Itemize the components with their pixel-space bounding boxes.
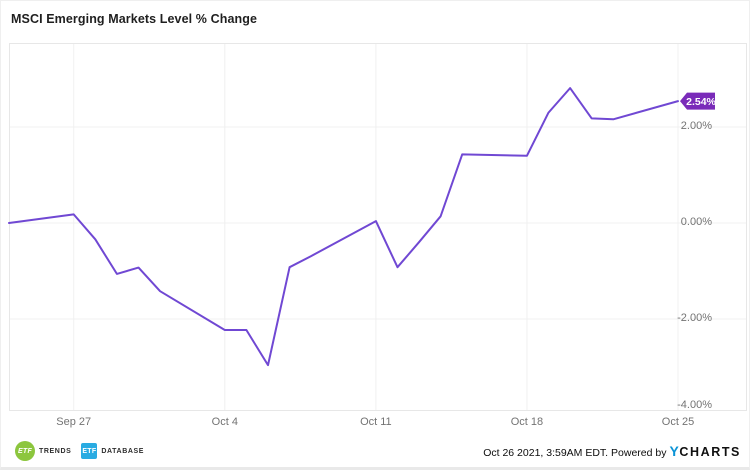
footer-logos: ETF TRENDS ETF DATABASE — [15, 441, 144, 461]
etf-trends-logo-icon: ETF — [15, 441, 35, 461]
footer-attribution: Oct 26 2021, 3:59AM EDT. Powered by Y CH… — [483, 443, 741, 459]
plot-area — [9, 43, 747, 411]
end-value-badge — [680, 92, 716, 110]
x-axis-tick-label: Sep 27 — [56, 416, 91, 428]
x-axis-tick-label: Oct 11 — [360, 416, 392, 428]
x-axis-tick-label: Oct 25 — [662, 416, 694, 428]
etf-trends-logo: ETF TRENDS — [15, 441, 71, 461]
y-axis-tick-label: -4.00% — [677, 399, 712, 411]
end-value-badge-label: 2.54% — [686, 96, 716, 108]
ycharts-logo-text: CHARTS — [679, 445, 741, 459]
etf-database-logo-icon: ETF — [81, 443, 98, 459]
etf-database-logo: ETF DATABASE — [81, 443, 144, 459]
chart-title: MSCI Emerging Markets Level % Change — [11, 12, 258, 26]
etf-database-logo-label: DATABASE — [101, 447, 145, 455]
etf-trends-logo-label: TRENDS — [39, 447, 72, 455]
y-axis-tick-label: -2.00% — [677, 312, 712, 324]
ycharts-y-icon: Y — [669, 443, 680, 459]
x-axis-tick-label: Oct 18 — [511, 416, 543, 428]
x-axis-tick-label: Oct 4 — [212, 416, 238, 428]
series-line — [8, 87, 679, 367]
timestamp: Oct 26 2021, 3:59AM EDT. Powered by — [483, 447, 667, 459]
ycharts-logo: Y CHARTS — [669, 443, 741, 459]
y-axis-tick-label: 0.00% — [681, 216, 712, 228]
footer: ETF TRENDS ETF DATABASE Oct 26 2021, 3:5… — [1, 437, 749, 465]
y-axis-tick-label: 2.00% — [681, 120, 712, 132]
